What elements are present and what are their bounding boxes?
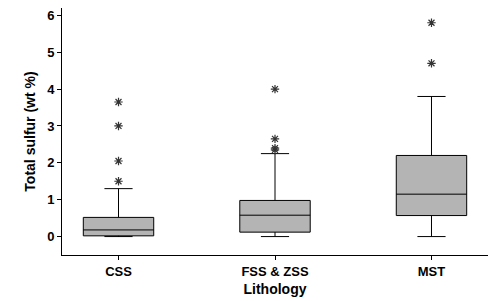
svg-text:Lithology: Lithology	[244, 281, 307, 297]
svg-text:6: 6	[47, 8, 54, 23]
svg-text:3: 3	[47, 119, 54, 134]
svg-text:MST: MST	[418, 264, 446, 279]
svg-text:0: 0	[47, 229, 54, 244]
svg-text:2: 2	[47, 155, 54, 170]
svg-text:Total sulfur (wt %): Total sulfur (wt %)	[22, 71, 38, 191]
svg-text:FSS & ZSS: FSS & ZSS	[241, 264, 309, 279]
svg-text:5: 5	[47, 45, 54, 60]
svg-text:CSS: CSS	[105, 264, 132, 279]
svg-text:1: 1	[47, 192, 54, 207]
svg-text:4: 4	[47, 82, 55, 97]
